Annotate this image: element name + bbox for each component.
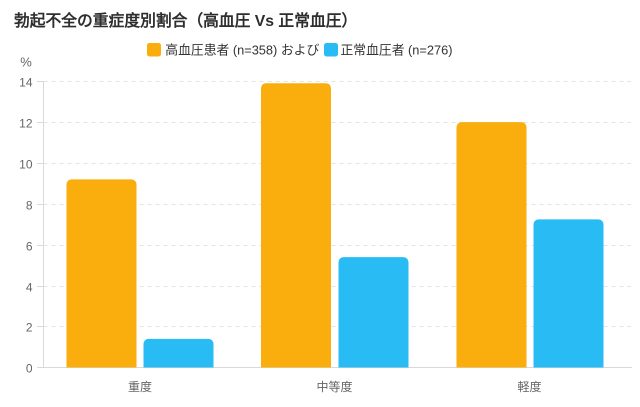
svg-text:高血圧患者 (n=358) および: 高血圧患者 (n=358) および xyxy=(165,43,319,58)
svg-text:重度: 重度 xyxy=(128,379,152,394)
svg-text:12: 12 xyxy=(19,117,33,131)
svg-text:4: 4 xyxy=(26,281,33,295)
svg-text:0: 0 xyxy=(26,362,33,376)
svg-text:2: 2 xyxy=(26,321,33,335)
svg-text:正常血圧者 (n=276): 正常血圧者 (n=276) xyxy=(341,43,453,58)
svg-text:8: 8 xyxy=(26,199,33,213)
svg-text:6: 6 xyxy=(26,240,33,254)
svg-text:14: 14 xyxy=(19,76,33,90)
svg-text:軽度: 軽度 xyxy=(517,379,541,394)
svg-text:%: % xyxy=(20,55,32,70)
svg-text:10: 10 xyxy=(19,158,33,172)
svg-text:中等度: 中等度 xyxy=(316,379,352,394)
